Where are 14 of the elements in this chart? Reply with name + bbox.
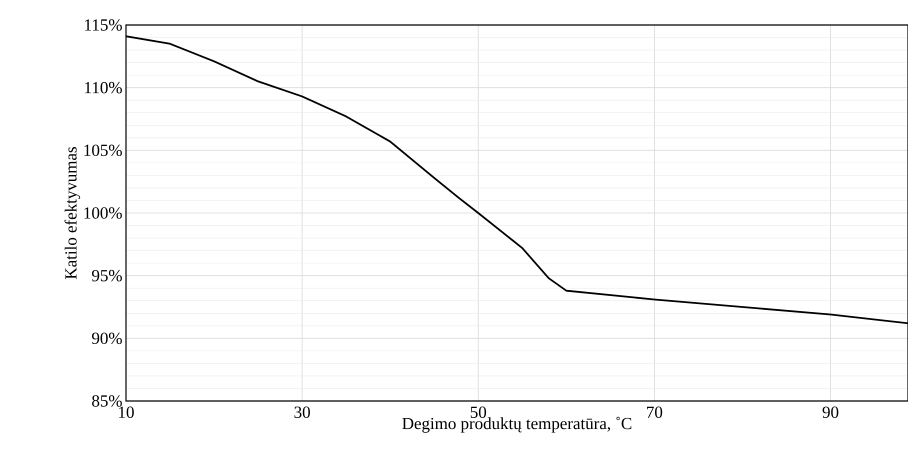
x-tick-label: 90: [822, 406, 838, 418]
x-tick-label: 30: [294, 406, 310, 418]
y-tick-label: 105%: [84, 144, 122, 156]
y-tick-label: 85%: [92, 395, 122, 407]
y-tick-label: 90%: [92, 332, 122, 344]
x-tick-label: 10: [119, 406, 134, 418]
y-tick-label: 115%: [85, 19, 122, 31]
y-axis-title: Katilo efektyvumas: [64, 147, 80, 280]
x-axis-title: Degimo produktų temperatūra, ˚C: [402, 416, 632, 433]
y-tick-label: 95%: [92, 270, 122, 282]
y-tick-label: 100%: [84, 207, 122, 219]
x-tick-label: 70: [647, 406, 662, 418]
y-tick-label: 110%: [85, 82, 122, 94]
x-tick-label: 50: [470, 406, 486, 418]
